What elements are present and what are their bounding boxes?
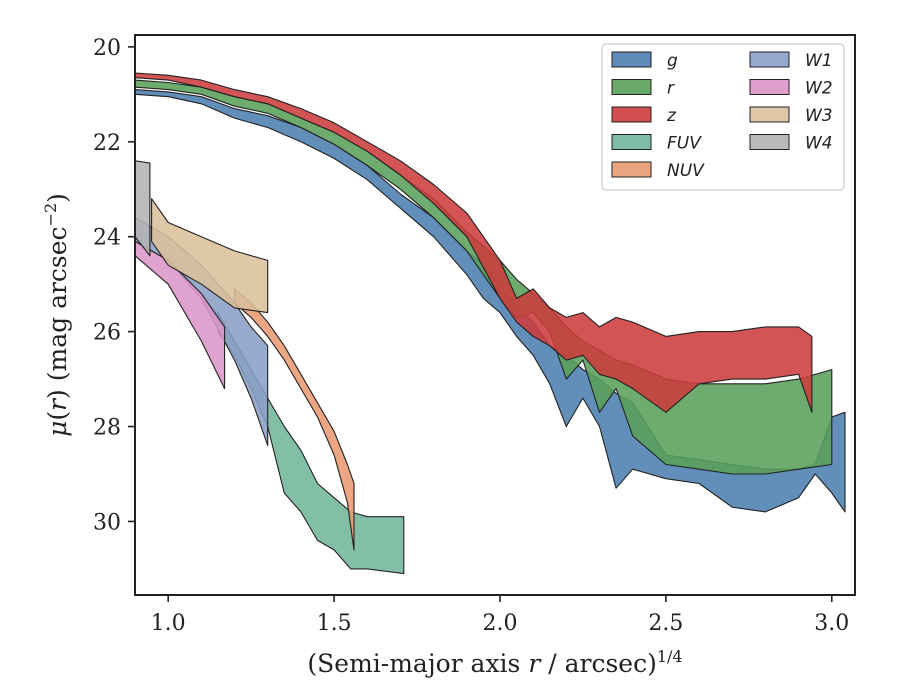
legend-label-fuv: FUV — [667, 134, 702, 154]
plot-frame — [134, 34, 856, 596]
legend-swatch-z — [611, 106, 652, 123]
x-axis-ticks: 1.0 1.5 2.0 2.5 3.0 — [151, 595, 849, 636]
legend-label-r: r — [667, 79, 675, 99]
y-axis-label: μ(r) (mag arcsec−2) — [41, 193, 72, 437]
legend-swatch-w3 — [749, 106, 790, 123]
legend-label-w3: W3 — [805, 106, 833, 126]
legend-swatch-w2 — [749, 79, 790, 95]
x-tick-label: 1.5 — [317, 611, 352, 636]
y-tick-label: 24 — [93, 226, 121, 251]
legend-swatch-w1 — [749, 51, 790, 68]
x-axis-label: (Semi-major axis r / arcsec)1/4 — [307, 647, 682, 678]
y-tick-label: 22 — [93, 131, 121, 156]
legend-label-nuv: NUV — [667, 161, 705, 181]
legend-swatch-g — [611, 51, 652, 68]
y-tick-label: 28 — [93, 416, 121, 441]
legend-label-w1: W1 — [805, 51, 833, 71]
data-bands — [135, 72, 846, 575]
legend-swatch-nuv — [611, 161, 652, 178]
legend-swatch-w4 — [749, 134, 790, 150]
y-tick-label: 26 — [93, 321, 121, 346]
x-tick-label: 2.0 — [482, 611, 517, 636]
legend-label-w2: W2 — [805, 79, 833, 99]
x-tick-label: 3.0 — [814, 611, 849, 636]
band-w4 — [135, 160, 151, 257]
legend-label-z: z — [666, 106, 677, 126]
legend-label-g: g — [667, 51, 678, 71]
x-tick-label: 2.5 — [648, 611, 683, 636]
y-tick-label: 20 — [93, 36, 121, 61]
x-tick-label: 1.0 — [151, 611, 186, 636]
band-z — [135, 72, 813, 413]
legend-swatch-r — [611, 79, 652, 95]
band-nuv — [233, 288, 355, 551]
band-w3 — [151, 198, 269, 314]
legend: grz FUV NUV W1 W2 W3 W4 — [601, 43, 845, 191]
legend-swatch-fuv — [611, 134, 652, 150]
legend-label-w4: W4 — [805, 134, 833, 154]
y-tick-label: 30 — [93, 510, 121, 535]
y-axis-ticks: 20 22 24 26 28 30 — [93, 36, 135, 535]
